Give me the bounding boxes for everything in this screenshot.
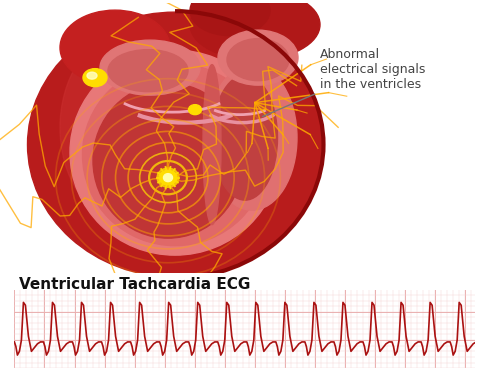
Ellipse shape — [189, 105, 202, 115]
Ellipse shape — [190, 0, 320, 60]
Ellipse shape — [108, 49, 188, 92]
Ellipse shape — [218, 30, 298, 85]
Ellipse shape — [213, 75, 277, 200]
Text: Ventricular Tachcardia ECG: Ventricular Tachcardia ECG — [19, 277, 251, 292]
Ellipse shape — [60, 38, 180, 218]
Ellipse shape — [207, 65, 297, 210]
Ellipse shape — [190, 0, 270, 36]
Ellipse shape — [87, 72, 97, 79]
Ellipse shape — [164, 174, 172, 182]
Ellipse shape — [93, 83, 243, 238]
Ellipse shape — [83, 69, 107, 87]
Ellipse shape — [227, 39, 289, 81]
Ellipse shape — [100, 40, 200, 95]
Ellipse shape — [203, 65, 221, 225]
Ellipse shape — [159, 170, 177, 185]
Ellipse shape — [60, 10, 170, 85]
Ellipse shape — [83, 64, 267, 246]
Text: Abnormal
electrical signals
in the ventricles: Abnormal electrical signals in the ventr… — [263, 48, 425, 116]
Ellipse shape — [27, 12, 323, 277]
Ellipse shape — [70, 50, 280, 255]
